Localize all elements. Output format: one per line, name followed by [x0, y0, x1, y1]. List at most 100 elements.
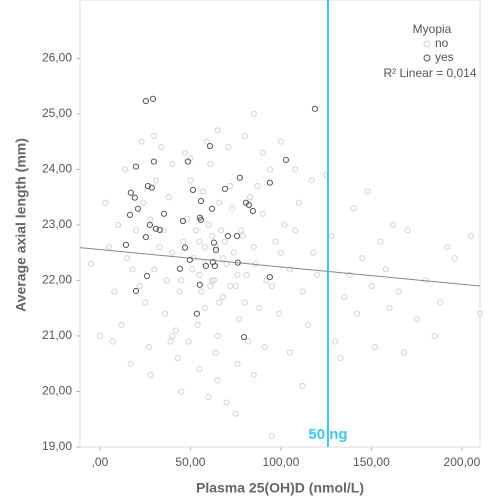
- point: [223, 260, 230, 267]
- point: [214, 332, 221, 340]
- point: [236, 316, 243, 323]
- point: [142, 299, 149, 306]
- point: [198, 288, 205, 295]
- point: [400, 349, 408, 356]
- point: [359, 255, 366, 262]
- point: [256, 305, 263, 312]
- point: [282, 156, 290, 164]
- point: [144, 182, 151, 190]
- point: [109, 338, 116, 345]
- legend-marker: [423, 54, 431, 62]
- point: [250, 371, 257, 378]
- point: [181, 244, 189, 251]
- point: [227, 182, 234, 190]
- point: [122, 166, 129, 173]
- point: [209, 277, 216, 284]
- point: [180, 238, 187, 245]
- point: [184, 158, 191, 165]
- plot-frame: [79, 0, 481, 448]
- point: [160, 227, 167, 234]
- point: [259, 210, 266, 217]
- point: [211, 262, 218, 270]
- point: [341, 293, 348, 301]
- point: [252, 260, 259, 267]
- point: [234, 360, 241, 367]
- fit-annotation: R² Linear = 0,014: [383, 66, 476, 80]
- point: [151, 132, 158, 140]
- point: [364, 188, 371, 195]
- point: [183, 216, 190, 223]
- point: [189, 186, 197, 194]
- point: [250, 243, 257, 251]
- point: [353, 310, 361, 317]
- point: [87, 260, 94, 267]
- point: [243, 271, 250, 278]
- point: [272, 238, 279, 245]
- point: [476, 310, 484, 317]
- point: [292, 227, 299, 234]
- point: [123, 255, 131, 262]
- point: [371, 343, 379, 351]
- point: [196, 271, 203, 278]
- point: [228, 205, 236, 212]
- point: [219, 255, 227, 262]
- y-tick-label: 25,00: [42, 106, 72, 120]
- point: [206, 142, 214, 150]
- point: [140, 199, 147, 206]
- point: [310, 249, 317, 256]
- point: [199, 188, 207, 195]
- point: [147, 216, 154, 223]
- point: [127, 189, 134, 196]
- point: [192, 227, 199, 234]
- point: [224, 232, 231, 240]
- x-axis-title: Plasma 25(OH)D (nmol/L): [196, 480, 364, 496]
- point: [234, 271, 241, 278]
- point: [214, 377, 221, 384]
- point: [241, 299, 248, 306]
- point: [266, 179, 273, 186]
- legend-marker: [423, 40, 431, 48]
- point: [165, 194, 172, 201]
- point: [172, 327, 180, 334]
- point: [176, 265, 184, 272]
- point: [143, 272, 151, 280]
- point: [368, 282, 375, 290]
- point: [203, 138, 210, 145]
- point: [167, 338, 174, 345]
- point: [197, 216, 205, 223]
- point: [232, 410, 239, 417]
- point: [254, 182, 261, 190]
- point: [281, 221, 288, 228]
- point: [193, 310, 201, 317]
- point: [268, 282, 275, 290]
- point: [277, 138, 285, 145]
- point: [132, 287, 140, 295]
- y-axis-title: Average axial length (mm): [13, 138, 29, 312]
- point: [467, 232, 475, 240]
- point: [129, 266, 136, 273]
- point: [216, 199, 223, 206]
- point: [295, 199, 303, 206]
- point: [169, 249, 176, 256]
- point: [156, 226, 163, 233]
- point: [150, 158, 157, 165]
- x-tick-label: 200,00: [444, 455, 481, 469]
- point: [286, 266, 294, 273]
- point: [126, 211, 134, 218]
- y-tick-label: 22,00: [42, 273, 72, 287]
- point: [404, 227, 411, 234]
- fit-line: [79, 247, 481, 287]
- point: [275, 310, 283, 317]
- point: [350, 205, 357, 212]
- point: [194, 321, 201, 328]
- point: [245, 338, 252, 345]
- point: [377, 238, 384, 245]
- point: [196, 238, 203, 245]
- point: [286, 349, 294, 356]
- point: [131, 194, 138, 201]
- point: [118, 321, 125, 328]
- point: [187, 177, 194, 184]
- point: [292, 166, 299, 173]
- point: [216, 299, 223, 306]
- point: [218, 227, 225, 234]
